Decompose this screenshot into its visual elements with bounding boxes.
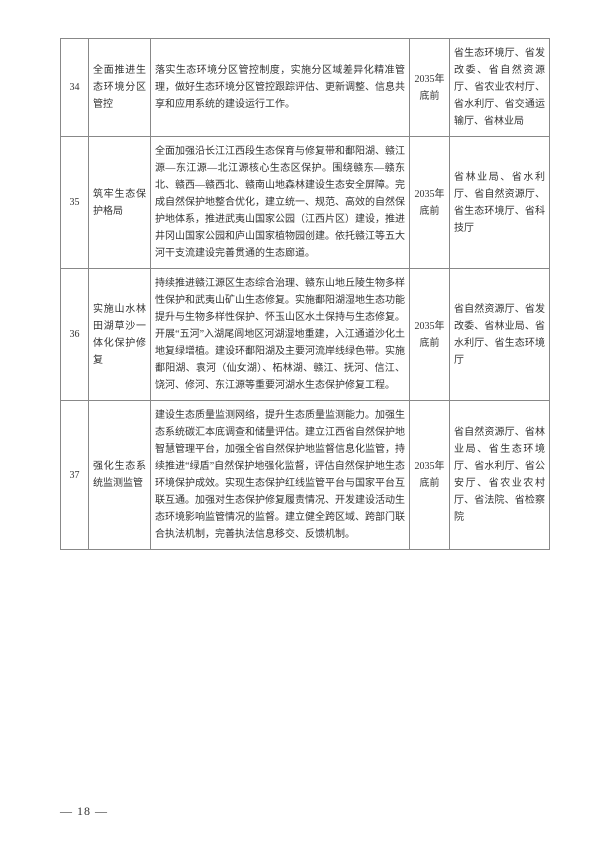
cell-dept: 省自然资源厅、省发改委、省林业局、省水利厅、省生态环境厅 xyxy=(450,269,550,401)
cell-dept: 省生态环境厅、省发改委、省自然资源厅、省农业农村厅、省水利厅、省交通运输厅、省林… xyxy=(450,39,550,137)
cell-deadline: 2035年底前 xyxy=(410,137,450,269)
cell-num: 35 xyxy=(61,137,89,269)
cell-num: 37 xyxy=(61,401,89,550)
cell-deadline: 2035年底前 xyxy=(410,269,450,401)
cell-dept: 省林业局、省水利厅、省自然资源厅、省生态环境厅、省科技厅 xyxy=(450,137,550,269)
cell-num: 36 xyxy=(61,269,89,401)
cell-content: 落实生态环境分区管控制度，实施分区域差异化精准管理，做好生态环境分区管控跟踪评估… xyxy=(151,39,410,137)
policy-table: 34 全面推进生态环境分区管控 落实生态环境分区管控制度，实施分区域差异化精准管… xyxy=(60,38,550,550)
cell-content: 持续推进赣江源区生态综合治理、赣东山地丘陵生物多样性保护和武夷山矿山生态修复。实… xyxy=(151,269,410,401)
cell-task: 全面推进生态环境分区管控 xyxy=(89,39,151,137)
page-number: — 18 — xyxy=(60,804,108,819)
table-row: 36 实施山水林田湖草沙一体化保护修复 持续推进赣江源区生态综合治理、赣东山地丘… xyxy=(61,269,550,401)
table-row: 35 筑牢生态保护格局 全面加强沿长江江西段生态保育与修复带和鄱阳湖、赣江源—东… xyxy=(61,137,550,269)
cell-deadline: 2035年底前 xyxy=(410,39,450,137)
cell-num: 34 xyxy=(61,39,89,137)
cell-deadline: 2035年底前 xyxy=(410,401,450,550)
cell-task: 实施山水林田湖草沙一体化保护修复 xyxy=(89,269,151,401)
cell-task: 强化生态系统监测监管 xyxy=(89,401,151,550)
cell-dept: 省自然资源厅、省林业局、省生态环境厅、省水利厅、省公安厅、省农业农村厅、省法院、… xyxy=(450,401,550,550)
cell-task: 筑牢生态保护格局 xyxy=(89,137,151,269)
page-corner-fold xyxy=(530,817,570,837)
table-row: 37 强化生态系统监测监管 建设生态质量监测网络，提升生态质量监测能力。加强生态… xyxy=(61,401,550,550)
document-page: 34 全面推进生态环境分区管控 落实生态环境分区管控制度，实施分区域差异化精准管… xyxy=(0,0,600,849)
cell-content: 建设生态质量监测网络，提升生态质量监测能力。加强生态系统碳汇本底调查和储量评估。… xyxy=(151,401,410,550)
table-row: 34 全面推进生态环境分区管控 落实生态环境分区管控制度，实施分区域差异化精准管… xyxy=(61,39,550,137)
cell-content: 全面加强沿长江江西段生态保育与修复带和鄱阳湖、赣江源—东江源—北江源核心生态区保… xyxy=(151,137,410,269)
